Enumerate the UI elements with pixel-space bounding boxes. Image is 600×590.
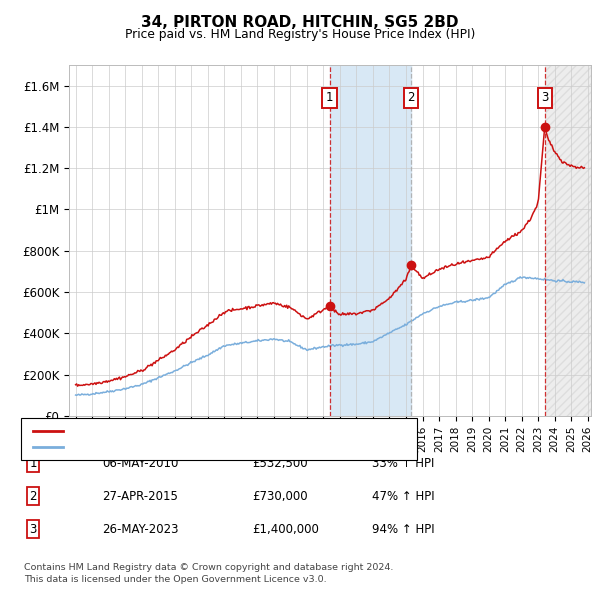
Text: 94% ↑ HPI: 94% ↑ HPI — [372, 523, 434, 536]
Text: 27-APR-2015: 27-APR-2015 — [102, 490, 178, 503]
Text: Price paid vs. HM Land Registry's House Price Index (HPI): Price paid vs. HM Land Registry's House … — [125, 28, 475, 41]
Bar — [545, 65, 591, 416]
Text: 33% ↑ HPI: 33% ↑ HPI — [372, 457, 434, 470]
Bar — [329, 65, 411, 416]
Text: 2: 2 — [407, 91, 415, 104]
Bar — [545, 65, 591, 416]
Text: £532,500: £532,500 — [252, 457, 308, 470]
Text: £1,400,000: £1,400,000 — [252, 523, 319, 536]
Text: 26-MAY-2023: 26-MAY-2023 — [102, 523, 179, 536]
Text: 34, PIRTON ROAD, HITCHIN, SG5 2BD: 34, PIRTON ROAD, HITCHIN, SG5 2BD — [141, 15, 459, 30]
Text: 06-MAY-2010: 06-MAY-2010 — [102, 457, 178, 470]
Text: 1: 1 — [29, 457, 37, 470]
Text: 2: 2 — [29, 490, 37, 503]
Text: 1: 1 — [326, 91, 333, 104]
Text: HPI: Average price, detached house, North Hertfordshire: HPI: Average price, detached house, Nort… — [67, 442, 382, 452]
Text: 34, PIRTON ROAD, HITCHIN, SG5 2BD (detached house): 34, PIRTON ROAD, HITCHIN, SG5 2BD (detac… — [67, 426, 376, 436]
Text: 47% ↑ HPI: 47% ↑ HPI — [372, 490, 434, 503]
Text: This data is licensed under the Open Government Licence v3.0.: This data is licensed under the Open Gov… — [24, 575, 326, 584]
Text: Contains HM Land Registry data © Crown copyright and database right 2024.: Contains HM Land Registry data © Crown c… — [24, 563, 394, 572]
Text: 3: 3 — [29, 523, 37, 536]
Text: 3: 3 — [541, 91, 548, 104]
Text: £730,000: £730,000 — [252, 490, 308, 503]
